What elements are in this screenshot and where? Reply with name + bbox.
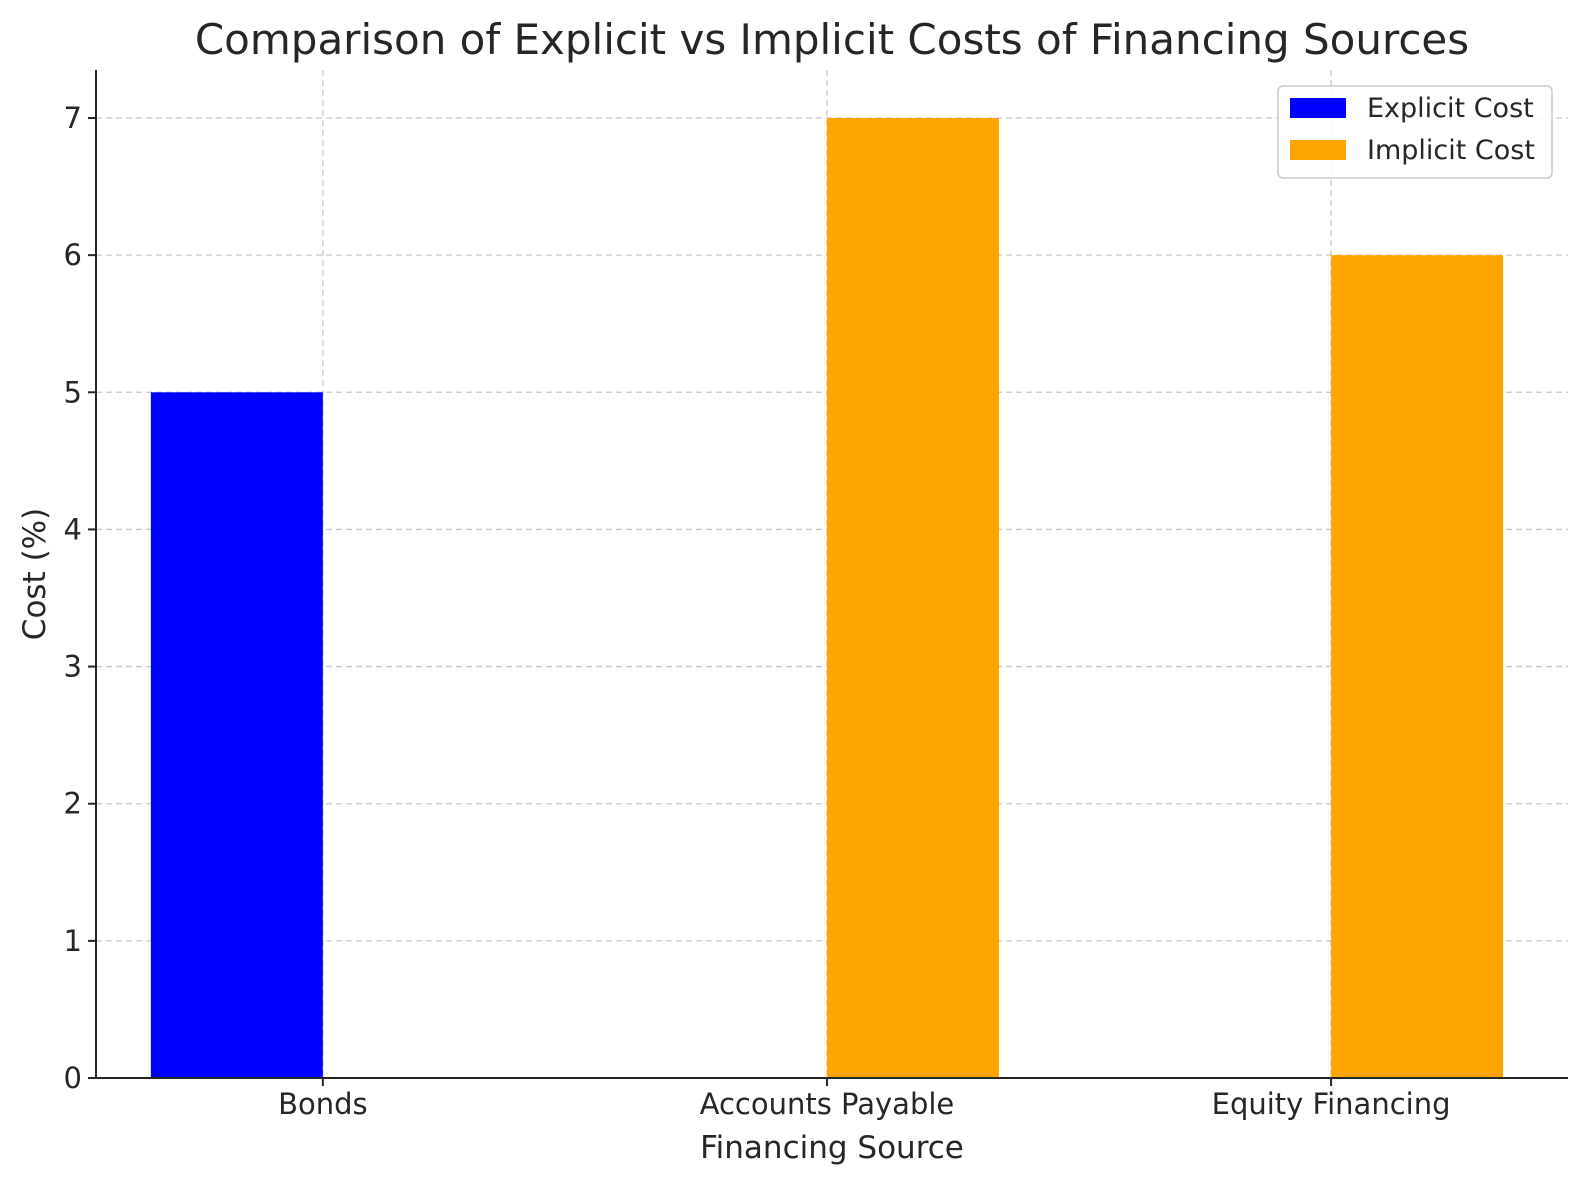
y-tick-label-6: 6 (64, 238, 82, 272)
x-tick-label-1: Accounts Payable (700, 1087, 955, 1121)
x-axis-label: Financing Source (700, 1130, 964, 1166)
y-tick-label-3: 3 (64, 650, 82, 684)
legend-frame (1277, 85, 1553, 179)
bar-explicit-cost-bonds (150, 392, 323, 1078)
y-tick-label-2: 2 (64, 787, 82, 821)
y-tick-label-0: 0 (64, 1061, 82, 1095)
y-tick-label-7: 7 (64, 101, 82, 135)
y-tick-label-4: 4 (64, 512, 82, 546)
chart-title: Comparison of Explicit vs Implicit Costs… (195, 15, 1469, 64)
y-tick-label-5: 5 (64, 375, 82, 409)
axes (95, 70, 1568, 1079)
x-tick-label-0: Bonds (278, 1087, 368, 1121)
legend-label-implicit-cost: Implicit Cost (1367, 135, 1535, 166)
legend: Explicit Cost Implicit Cost (1277, 85, 1553, 179)
bar-implicit-cost-accounts-payable (826, 118, 999, 1078)
ticks: 0 1 2 3 4 5 6 7 Bonds Accounts Payable Equity Fina… (64, 101, 1451, 1121)
bars (150, 118, 1504, 1079)
y-axis-label: Cost (%) (17, 508, 53, 640)
legend-label-explicit-cost: Explicit Cost (1367, 93, 1534, 124)
y-tick-label-1: 1 (64, 924, 82, 958)
legend-swatch-explicit-cost (1290, 98, 1346, 118)
x-tick-label-2: Equity Financing (1212, 1087, 1451, 1121)
bar-implicit-cost-equity-financing (1331, 255, 1504, 1079)
legend-swatch-implicit-cost (1290, 140, 1346, 160)
